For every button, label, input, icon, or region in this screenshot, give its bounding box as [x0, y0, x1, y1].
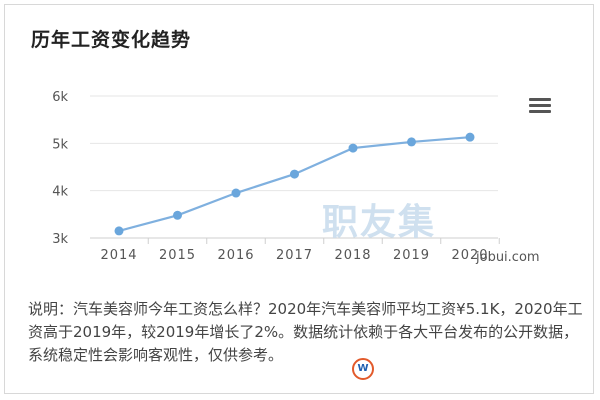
chart-axis: 3k 4k 5k 6k 2014 2015 2016 2017 2018 2019 2020	[52, 90, 500, 263]
hamburger-menu-icon[interactable]	[527, 96, 553, 116]
y-tick-label: 6k	[52, 90, 68, 105]
data-point[interactable]	[231, 188, 241, 198]
data-point[interactable]	[173, 210, 182, 220]
x-tick-label: 2016	[217, 248, 254, 263]
y-tick-label: 5k	[52, 137, 68, 152]
salary-trend-card: 历年工资变化趋势	[4, 4, 594, 394]
data-point[interactable]	[114, 226, 124, 236]
y-tick-label: 4k	[52, 185, 68, 200]
x-tick-label: 2017	[276, 248, 313, 263]
menu-bar	[529, 110, 551, 113]
x-tick-label: 2019	[393, 248, 430, 263]
menu-bar	[529, 104, 551, 107]
watermark-site: jobui.com	[476, 250, 540, 265]
data-point[interactable]	[290, 169, 299, 179]
menu-bar	[529, 98, 551, 101]
data-point[interactable]	[407, 137, 416, 147]
x-tick-label: 2018	[334, 248, 371, 263]
description-text: 说明：汽车美容师今年工资怎么样？2020年汽车美容师平均工资¥5.1K，2020…	[28, 300, 583, 364]
data-point[interactable]	[348, 143, 358, 153]
x-tick-label: 2020	[451, 248, 488, 263]
chart-grid	[90, 95, 498, 192]
salary-line-chart: 3k 4k 5k 6k 2014 2015 2016 2017 2018 2019 2020	[52, 90, 500, 263]
chart-points	[114, 132, 475, 236]
x-tick-label: 2014	[100, 248, 137, 263]
site-logo-icon: W	[352, 358, 374, 380]
x-tick-label: 2015	[159, 248, 196, 263]
data-point[interactable]	[465, 132, 475, 142]
logo-letter: W	[357, 363, 369, 374]
y-tick-label: 3k	[52, 232, 68, 247]
watermark-text: 职友集	[322, 202, 437, 243]
card-title: 历年工资变化趋势	[31, 29, 192, 51]
